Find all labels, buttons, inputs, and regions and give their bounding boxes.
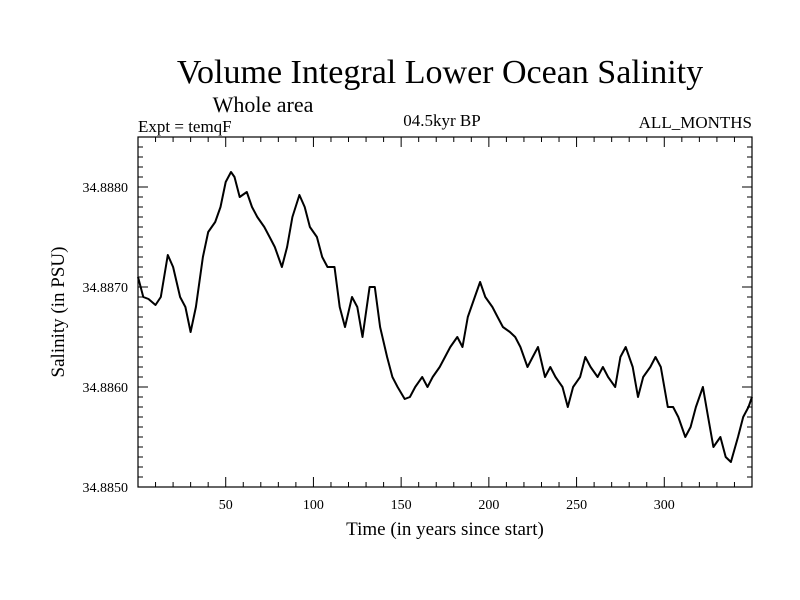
y-tick-label: 34.8850 [83, 481, 129, 496]
x-tick-label: 200 [478, 498, 499, 513]
x-tick-label: 250 [566, 498, 587, 513]
x-axis-label: Time (in years since start) [346, 519, 544, 540]
x-axis: 50 100 150 200 250 300 [155, 137, 735, 513]
chart-subtitle: Whole area [213, 92, 314, 117]
chart-title: Volume Integral Lower Ocean Salinity [177, 54, 703, 91]
plot-frame [137, 136, 753, 488]
y-tick-label: 34.8870 [83, 281, 129, 296]
x-tick-label: 100 [303, 498, 324, 513]
period-label: 04.5kyr BP [403, 111, 480, 130]
y-axis: 34.8850 34.8860 34.8870 34.8880 [83, 146, 752, 496]
experiment-label: Expt = temqF [138, 117, 232, 136]
salinity-series-line [137, 171, 753, 463]
x-tick-label: 300 [654, 498, 675, 513]
y-axis-label: Salinity (in PSU) [48, 247, 69, 378]
months-label: ALL_MONTHS [639, 113, 752, 132]
y-tick-label: 34.8880 [83, 181, 129, 196]
x-tick-label: 150 [391, 498, 412, 513]
x-tick-label: 50 [219, 498, 233, 513]
y-tick-label: 34.8860 [83, 381, 129, 396]
